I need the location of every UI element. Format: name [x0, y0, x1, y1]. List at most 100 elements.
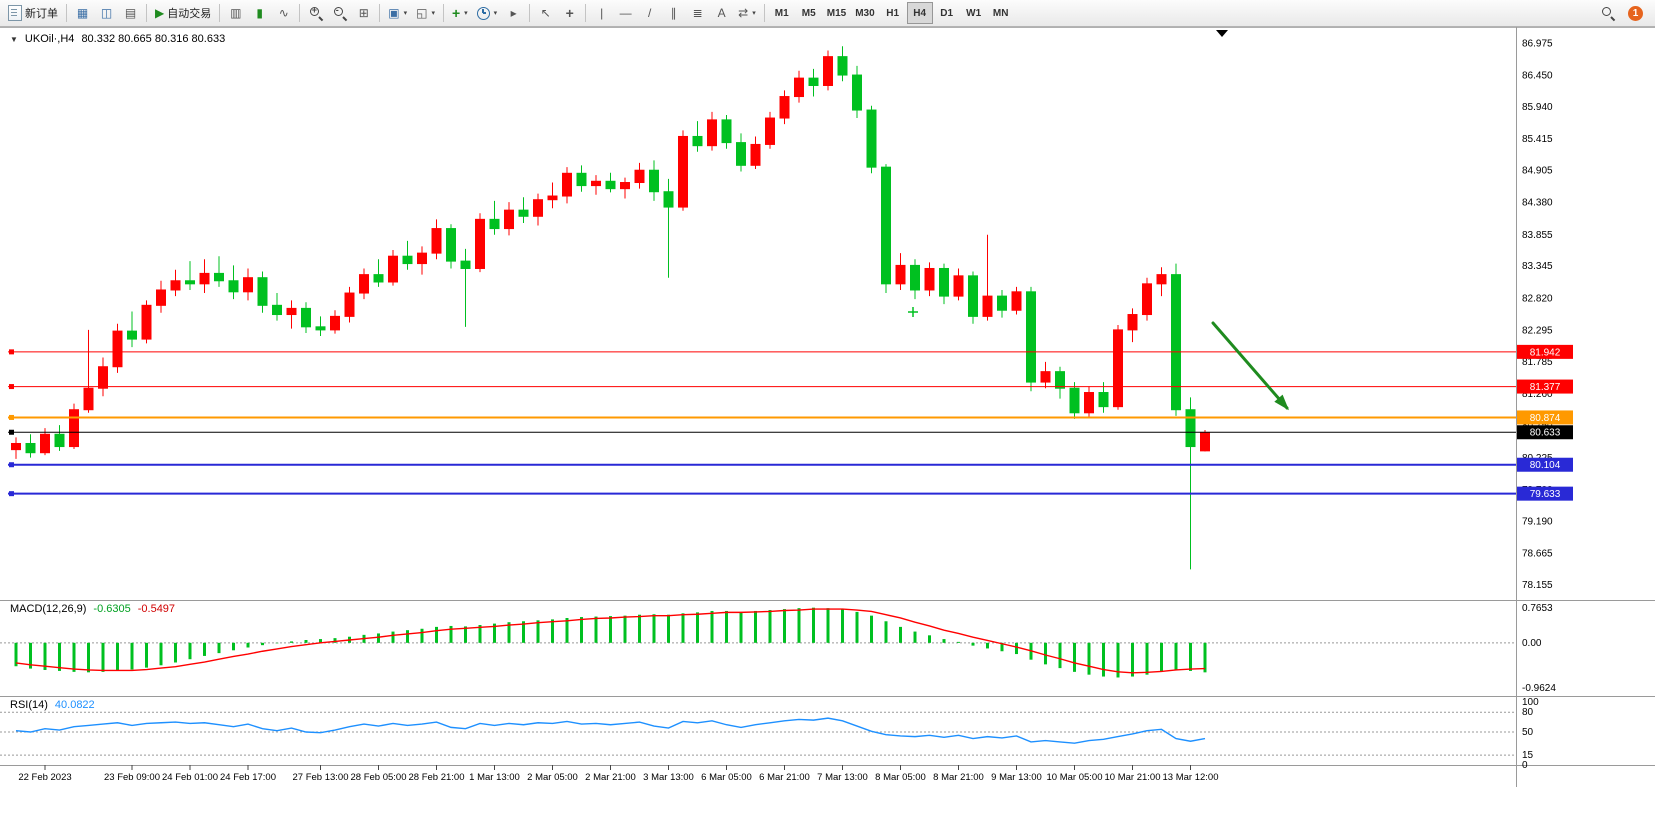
bar-chart-mode-button[interactable]: ▥ [224, 2, 247, 24]
caret-icon: ▾ [431, 10, 435, 17]
toolbar-separator [529, 4, 531, 22]
auto-trading-label: 自动交易 [167, 8, 212, 20]
svg-text:85.940: 85.940 [1522, 102, 1553, 113]
market-watch-icon: ▦ [76, 6, 89, 20]
svg-text:85.415: 85.415 [1522, 134, 1553, 145]
notification-badge[interactable]: 1 [1628, 5, 1643, 21]
auto-trading-button[interactable]: ▶ 自动交易 [151, 2, 215, 24]
svg-text:80.633: 80.633 [1530, 428, 1561, 439]
tile-windows-button[interactable]: ⊞ [352, 2, 375, 24]
toolbar-separator [299, 4, 301, 22]
svg-text:8 Mar 05:00: 8 Mar 05:00 [875, 772, 926, 783]
svg-text:50: 50 [1522, 727, 1534, 738]
svg-text:6 Mar 05:00: 6 Mar 05:00 [701, 772, 752, 783]
arrows-button[interactable]: ⇄ ▾ [734, 2, 760, 24]
tf-m15-button[interactable]: M15 [823, 2, 850, 24]
new-order-icon [8, 5, 22, 21]
navigator-button[interactable]: ▤ [119, 2, 142, 24]
chart-shift-button[interactable]: ▸ [502, 2, 525, 24]
channel-button[interactable]: ∥ [662, 2, 685, 24]
svg-text:78.155: 78.155 [1522, 580, 1553, 591]
scroll-to-end-icon[interactable] [1216, 30, 1228, 37]
cursor-button[interactable]: ↖ [534, 2, 557, 24]
tf-mn-button[interactable]: MN [988, 2, 1014, 24]
tf-m1-button[interactable]: M1 [769, 2, 795, 24]
chart-area: 86.975 86.450 85.940 85.415 84.905 84.380 83.8… [0, 27, 1655, 828]
add-indicator-icon: + [451, 5, 461, 21]
zoom-in-button[interactable]: + [304, 2, 327, 24]
crosshair-button[interactable]: + [558, 2, 581, 24]
svg-text:2 Mar 05:00: 2 Mar 05:00 [527, 772, 578, 783]
new-chart-button[interactable]: ▣ ▾ [384, 2, 411, 24]
svg-text:79.633: 79.633 [1530, 489, 1561, 500]
svg-text:84.380: 84.380 [1522, 198, 1553, 209]
svg-text:8 Mar 21:00: 8 Mar 21:00 [933, 772, 984, 783]
crosshair-icon: + [565, 5, 574, 21]
toolbar-separator [763, 4, 765, 22]
text-label-icon: A [717, 6, 726, 20]
svg-text:9 Mar 13:00: 9 Mar 13:00 [991, 772, 1042, 783]
svg-text:0.00: 0.00 [1522, 638, 1542, 649]
price-chart[interactable]: 86.975 86.450 85.940 85.415 84.905 84.380 83.8… [0, 27, 1655, 828]
zoom-out-button[interactable]: - [328, 2, 351, 24]
tf-d1-button[interactable]: D1 [934, 2, 960, 24]
cursor-icon: ↖ [540, 6, 551, 20]
text-label-button[interactable]: A [710, 2, 733, 24]
add-indicator-button[interactable]: + ▾ [448, 2, 472, 24]
svg-text:100: 100 [1522, 697, 1539, 708]
tf-m5-button[interactable]: M5 [796, 2, 822, 24]
svg-text:24 Feb 01:00: 24 Feb 01:00 [162, 772, 218, 783]
trendline-button[interactable]: / [638, 2, 661, 24]
tf-h4-button[interactable]: H4 [906, 2, 933, 24]
periods-clock-icon [476, 6, 490, 20]
svg-text:27 Feb 13:00: 27 Feb 13:00 [293, 772, 349, 783]
caret-icon: ▾ [493, 10, 498, 17]
svg-text:10 Mar 05:00: 10 Mar 05:00 [1047, 772, 1103, 783]
chart-shift-icon: ▸ [510, 6, 517, 20]
svg-text:80.874: 80.874 [1530, 413, 1561, 424]
horizontal-line-button[interactable]: — [614, 2, 637, 24]
tf-w1-button[interactable]: W1 [961, 2, 987, 24]
svg-text:-0.9624: -0.9624 [1522, 683, 1556, 694]
svg-text:23 Feb 09:00: 23 Feb 09:00 [104, 772, 160, 783]
one-click-toggle-icon[interactable]: ▼ [10, 35, 18, 44]
caret-icon: ▾ [464, 10, 468, 17]
svg-text:80: 80 [1522, 707, 1534, 718]
data-window-button[interactable]: ◫ [95, 2, 118, 24]
svg-text:3 Mar 13:00: 3 Mar 13:00 [643, 772, 694, 783]
caret-icon: ▾ [403, 10, 408, 17]
tf-h1-button[interactable]: H1 [880, 2, 906, 24]
vertical-line-button[interactable]: | [590, 2, 613, 24]
svg-text:0: 0 [1522, 760, 1528, 771]
svg-text:13 Mar 12:00: 13 Mar 12:00 [1163, 772, 1219, 783]
search-icon [1601, 6, 1615, 20]
toolbar-right-group: 1 [1596, 2, 1651, 24]
svg-text:81.260: 81.260 [1522, 389, 1553, 400]
svg-text:24 Feb 17:00: 24 Feb 17:00 [220, 772, 276, 783]
candlestick-mode-button[interactable]: ▮ [248, 2, 271, 24]
candlestick-icon: ▮ [256, 6, 264, 20]
auto-trading-play-icon: ▶ [155, 6, 165, 20]
zoom-out-icon: - [333, 5, 347, 20]
arrows-icon: ⇄ [738, 6, 749, 20]
navigator-icon: ▤ [124, 6, 137, 20]
channel-icon: ∥ [670, 6, 677, 20]
periods-button[interactable]: ▾ [473, 2, 502, 24]
tf-m30-button[interactable]: M30 [851, 2, 878, 24]
new-order-button[interactable]: 新订单 [4, 2, 62, 24]
new-order-label: 新订单 [25, 8, 58, 20]
toolbar-separator [379, 4, 381, 22]
svg-text:82.295: 82.295 [1522, 326, 1553, 337]
svg-text:86.450: 86.450 [1522, 71, 1553, 82]
chart-profile-button[interactable]: ◱ ▾ [412, 2, 439, 24]
data-window-icon: ◫ [100, 6, 113, 20]
search-button[interactable] [1596, 2, 1619, 24]
horizontal-line-icon: — [619, 6, 632, 20]
svg-text:0.7653: 0.7653 [1522, 603, 1553, 614]
market-watch-button[interactable]: ▦ [71, 2, 94, 24]
fibonacci-button[interactable]: ≣ [686, 2, 709, 24]
line-chart-mode-button[interactable]: ∿ [272, 2, 295, 24]
svg-text:7 Mar 13:00: 7 Mar 13:00 [817, 772, 868, 783]
trendline-icon: / [648, 6, 652, 20]
